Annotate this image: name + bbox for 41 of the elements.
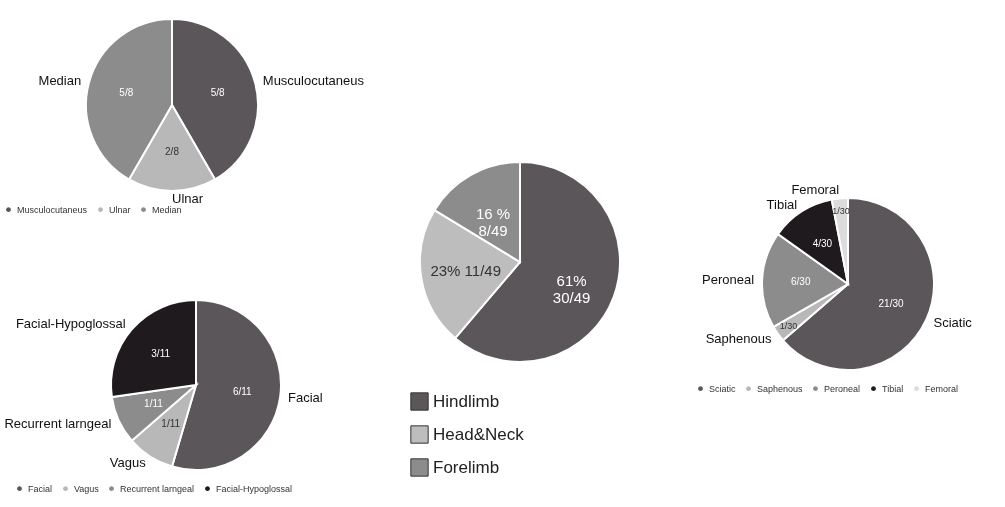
data-label: 61% 30/49 [552,272,591,306]
slice-label: Facial [288,390,323,406]
data-label: 21/30 [878,297,904,309]
legend-label: Peroneal [824,383,861,394]
legend-label: Median [152,204,182,215]
data-label: 23% 11/49 [430,261,502,279]
slice-label: Vagus [109,455,147,471]
legend-label: Ulnar [109,204,131,215]
legend-label: Saphenous [757,383,804,394]
slice-label: Peroneal [702,271,755,287]
data-label: 6/30 [791,275,811,287]
slice-label: Facial-Hypoglossal [15,316,126,332]
data-label: 4/30 [812,238,833,250]
legend-label: Hindlimb [433,391,500,411]
data-label: 1/30 [779,321,798,332]
legend-label: Facial [28,483,53,494]
legend-label: Tibial [882,383,904,394]
legend-label: Forelimb [433,457,500,477]
slice-label: Recurrent larngeal [4,415,112,431]
slice-label: Musculocutaneus [262,72,365,88]
data-label: 2/8 [165,146,180,158]
data-label: 1/11 [144,398,164,410]
data-label: 5/8 [210,86,226,98]
slice-label: Tibial [766,196,798,212]
data-label: 1/11 [161,418,181,430]
legend-label: Facial-Hypoglossal [216,483,293,494]
data-label: 16 % 8/49 [475,205,511,240]
legend-label: Recurrent larngeal [120,483,195,494]
slice-label: Sciatic [933,315,973,331]
legend-label: Femoral [925,383,959,394]
slice-label: Ulnar [172,191,204,206]
data-label: 5/8 [119,86,134,98]
legend-label: Musculocutaneus [17,204,88,215]
legend-label: Sciatic [709,383,737,394]
legend-label: Head&Neck [433,424,525,444]
legend-label: Vagus [74,483,100,494]
data-label: 6/11 [232,385,253,397]
data-label: 3/11 [151,348,171,360]
slice-label: Saphenous [705,330,772,346]
slice-label: Median [38,72,82,88]
slice-label: Femoral [791,182,840,198]
